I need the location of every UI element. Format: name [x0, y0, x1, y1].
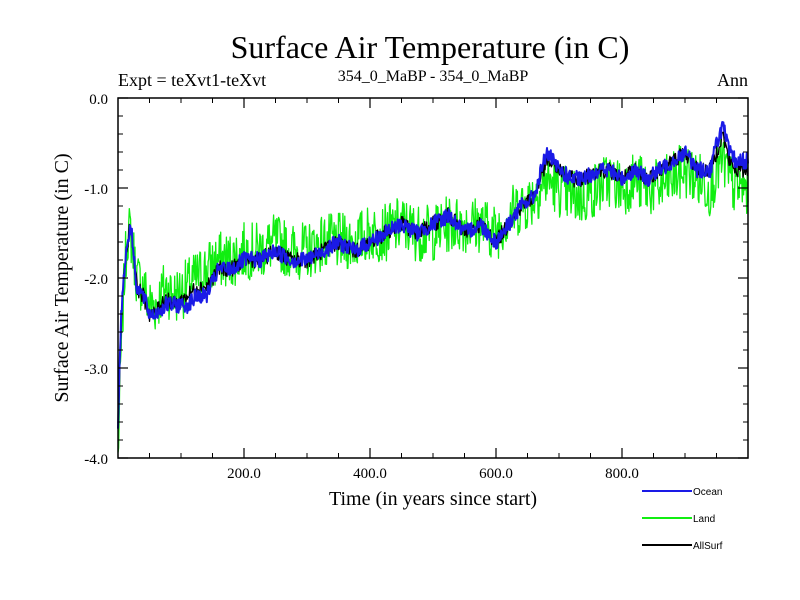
legend-label-ocean: Ocean — [693, 487, 722, 498]
y-tick-label: 0.0 — [89, 92, 108, 108]
chart-subtitle-center: 354_0_MaBP - 354_0_MaBP — [338, 68, 529, 85]
x-axis-label: Time (in years since start) — [329, 488, 537, 510]
x-tick-label: 400.0 — [353, 466, 387, 482]
x-tick-label: 600.0 — [479, 466, 513, 482]
x-tick-label: 800.0 — [605, 466, 639, 482]
series-line-ocean — [117, 121, 749, 429]
tick-layer: 200.0 400.0 600.0 800.0 0.0 -1.0 -2.0 -3.0 -4.0 — [84, 92, 748, 482]
chart-subtitle-left: Expt = teXvt1-teXvt — [118, 70, 266, 90]
y-tick-label: -3.0 — [84, 362, 108, 378]
y-tick-label: -2.0 — [84, 272, 108, 288]
legend: Ocean Land AllSurf — [642, 487, 723, 552]
y-tick-label: -1.0 — [84, 182, 108, 198]
chart-subtitle-right: Ann — [717, 70, 748, 90]
legend-label-allsurf: AllSurf — [693, 541, 723, 552]
y-axis-label: Surface Air Temperature (in C) — [51, 153, 73, 402]
y-tick-label: -4.0 — [84, 452, 108, 468]
chart-title: Surface Air Temperature (in C) — [231, 29, 630, 65]
series-layer — [117, 121, 749, 453]
x-tick-label: 200.0 — [227, 466, 261, 482]
legend-label-land: Land — [693, 514, 715, 525]
